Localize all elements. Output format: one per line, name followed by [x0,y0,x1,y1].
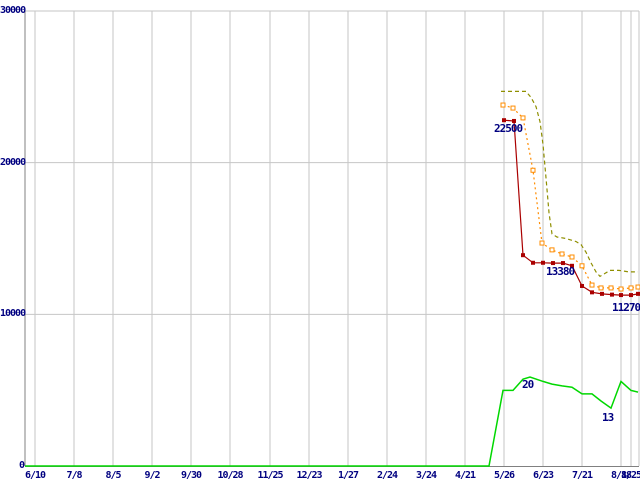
y-axis-tick-label-20000: 20000 [0,156,26,168]
marker-mid-price [520,115,526,121]
marker-low-price [551,261,555,266]
x-axis-tick-label-1/27: 1/27 [337,470,359,480]
series-line-high-price [501,90,638,278]
x-axis-tick-label-6/23: 6/23 [532,470,554,480]
x-axis-tick-label-12/23: 12/23 [296,470,322,480]
x-axis-tick-label-11/25: 11/25 [257,470,283,480]
x-axis-tick-label-7/21: 7/21 [571,470,593,480]
marker-mid-price [628,285,634,291]
marker-low-price [502,118,506,123]
y-axis-tick-label-0: 0 [18,460,25,471]
marker-mid-price [559,251,565,257]
marker-mid-price [635,284,640,290]
marker-low-price [636,291,640,296]
marker-mid-price [510,105,516,111]
marker-mid-price [589,282,595,288]
x-axis-tick-label-9/2: 9/2 [144,470,160,480]
y-axis-tick-label-30000: 30000 [0,5,26,16]
marker-mid-price [530,167,536,173]
series-line-mid-price [502,104,639,290]
x-axis-tick-label-8/25: 8/25 [620,470,640,480]
marker-low-price [619,293,623,298]
y-axis-tick-label-10000: 10000 [0,308,26,320]
marker-mid-price [579,263,585,269]
marker-low-price [561,261,565,266]
marker-mid-price [618,286,624,292]
marker-low-price [531,260,535,265]
data-point-label-20: 20 [522,378,534,391]
marker-mid-price [500,102,506,108]
data-point-label-13: 13 [602,411,614,424]
marker-mid-price [539,240,545,246]
data-point-label-11270: 11270 [612,301,640,314]
x-axis-tick-label-5/26: 5/26 [493,470,515,480]
x-axis-tick-label-8/5: 8/5 [105,470,121,480]
x-axis-tick-label-10/28: 10/28 [217,470,243,480]
marker-low-price [541,260,545,265]
marker-low-price [610,292,614,297]
marker-low-price [590,290,594,295]
marker-low-price [512,118,516,123]
marker-low-price [570,263,574,268]
x-axis-tick-label-4/21: 4/21 [454,470,476,480]
x-axis-tick-label-7/8: 7/8 [66,470,82,480]
marker-mid-price [598,285,604,291]
marker-mid-price [608,285,614,291]
x-axis-tick-label-3/24: 3/24 [415,470,437,480]
data-point-label-22500: 22500 [494,122,523,135]
data-point-label-13380: 13380 [546,265,575,278]
x-axis-tick-label-6/10: 6/10 [24,470,46,480]
marker-low-price [521,253,525,258]
series-line-count [25,376,639,467]
marker-low-price [580,283,584,288]
x-axis-tick-label-9/30: 9/30 [180,470,202,480]
marker-low-price [600,291,604,296]
marker-mid-price [569,254,575,260]
x-axis-tick-label-8/18: 8/18 [610,470,632,480]
marker-mid-price [549,247,555,253]
marker-low-price [629,293,633,298]
x-axis-tick-label-2/24: 2/24 [376,470,398,480]
